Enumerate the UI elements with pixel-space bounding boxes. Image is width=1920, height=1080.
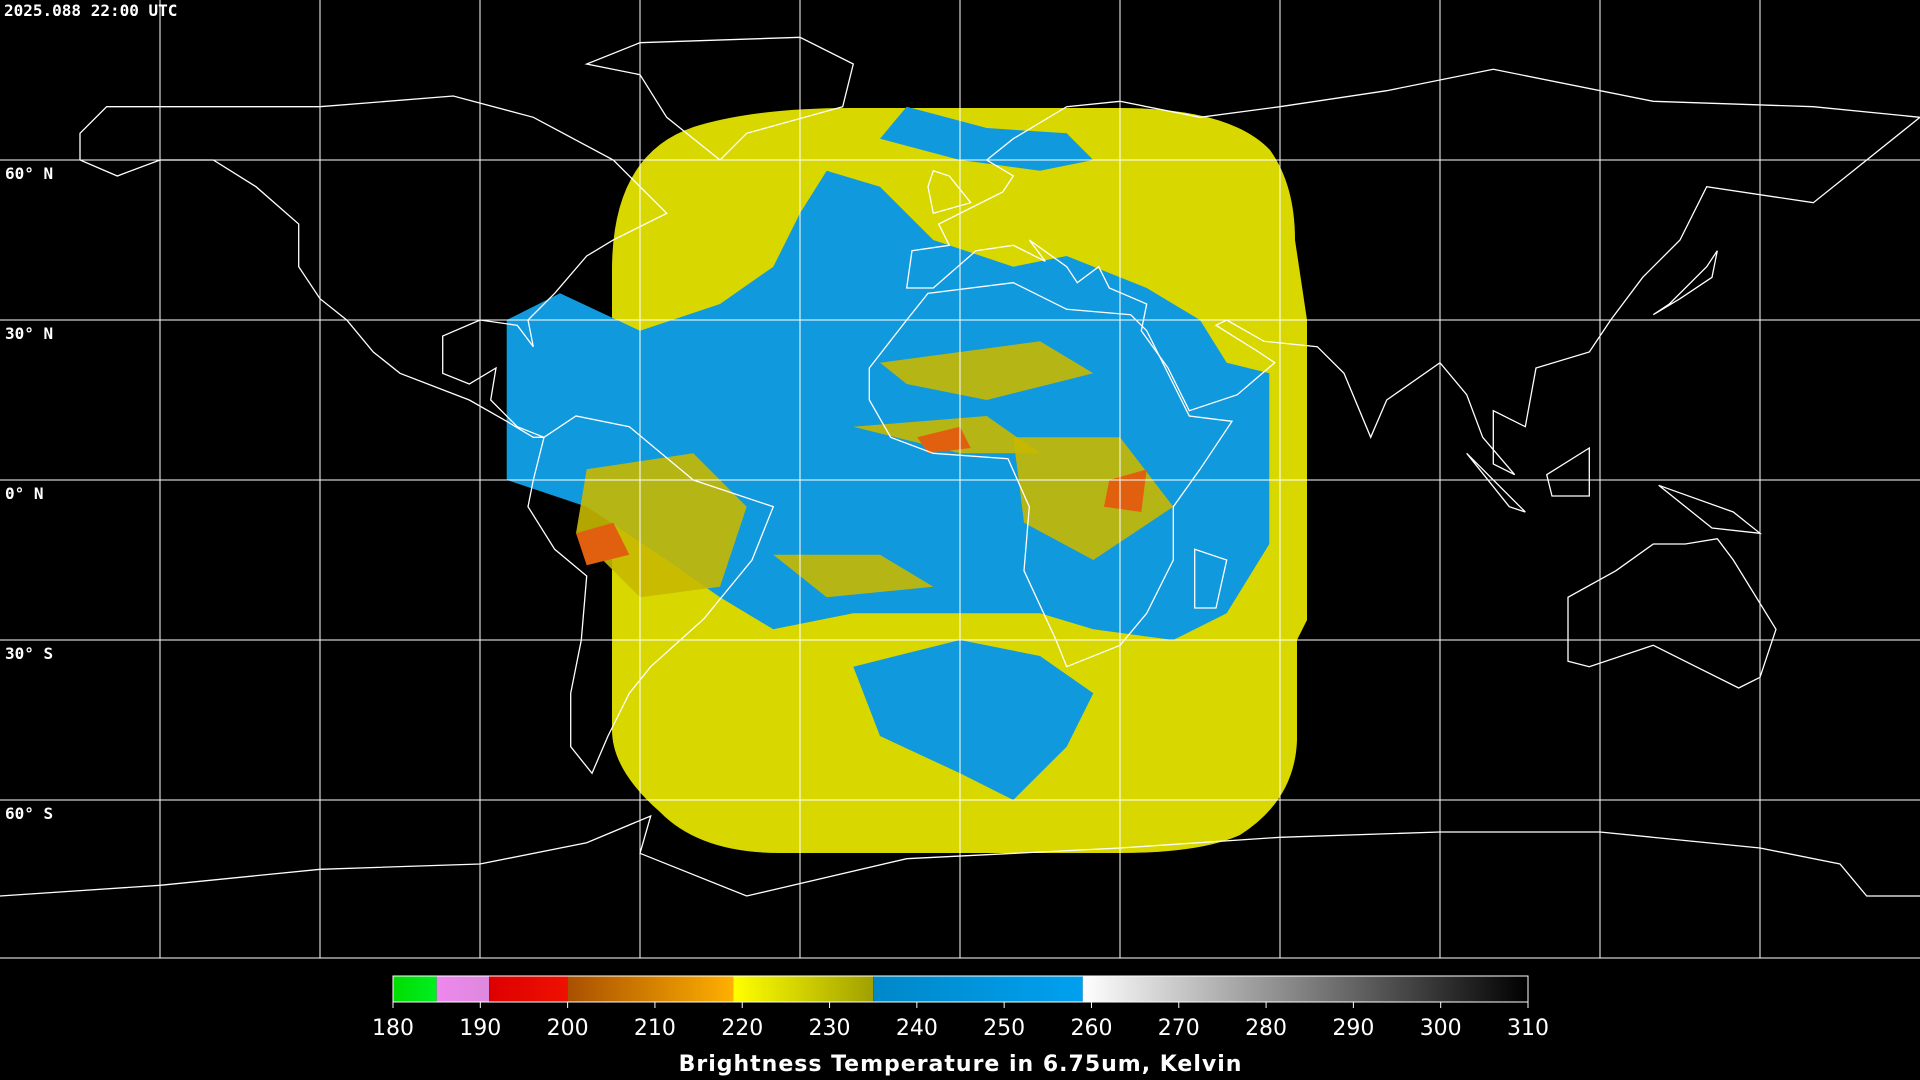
colorbar-title: Brightness Temperature in 6.75um, Kelvin (679, 1052, 1243, 1077)
colorbar-tick-label: 180 (372, 1016, 414, 1041)
colorbar-segment (1082, 976, 1528, 1002)
colorbar-segment (567, 976, 734, 1002)
colorbar-segment (489, 976, 568, 1002)
colorbar-frame (392, 975, 1529, 1003)
colorbar-tick-label: 310 (1507, 1016, 1549, 1041)
coastline (905, 68, 1920, 476)
colorbar-tick-label: 250 (983, 1016, 1025, 1041)
colorbar-tick-label: 190 (459, 1016, 501, 1041)
colorbar-segment (436, 976, 490, 1002)
coastline (1652, 250, 1718, 316)
sat-moist-dry (853, 640, 1094, 800)
coastline (0, 814, 1920, 897)
colorbar: 180 190 200 210 220 230 240 250 260 270 280 290 300 3… (372, 975, 1549, 1077)
coastline (1194, 548, 1228, 609)
sat-cloud (773, 554, 934, 598)
coastline (868, 282, 1234, 668)
colorbar-segment (873, 976, 1083, 1002)
timestamp: 2025.088 22:00 UTC (4, 1, 177, 20)
sat-cloud (1013, 437, 1174, 560)
colorbar-tick-label: 200 (547, 1016, 589, 1041)
latitude-label: 30° N (5, 324, 53, 343)
colorbar-tick-label: 240 (896, 1016, 938, 1041)
colorbar-segment (733, 976, 874, 1002)
sat-moist-dry (880, 106, 1094, 171)
colorbar-segment (393, 976, 437, 1002)
coastline (584, 36, 855, 161)
colorbar-tick-label: 260 (1070, 1016, 1112, 1041)
latitude-label: 60° N (5, 164, 53, 183)
sat-cloud (576, 453, 747, 598)
latitude-label: 60° S (5, 804, 53, 823)
sat-cold-cloud (576, 522, 630, 566)
graticule (0, 0, 1920, 959)
colorbar-tick-label: 280 (1245, 1016, 1287, 1041)
latitude-label: 0° N (5, 484, 44, 503)
latitude-label: 30° S (5, 644, 53, 663)
colorbar-tick-label: 230 (809, 1016, 851, 1041)
coastline (1545, 446, 1590, 497)
colorbar-tick-label: 210 (634, 1016, 676, 1041)
colorbar-tick-label: 290 (1332, 1016, 1374, 1041)
colorbar-tick-label: 270 (1158, 1016, 1200, 1041)
labels: 60° N 30° N 0° N 30° S 60° S (5, 164, 53, 823)
colorbar-tick-label: 220 (721, 1016, 763, 1041)
sat-cloud (880, 341, 1094, 400)
sat-cold-cloud (917, 426, 971, 454)
colorbar-tick-label: 300 (1420, 1016, 1462, 1041)
coastline (927, 169, 972, 215)
